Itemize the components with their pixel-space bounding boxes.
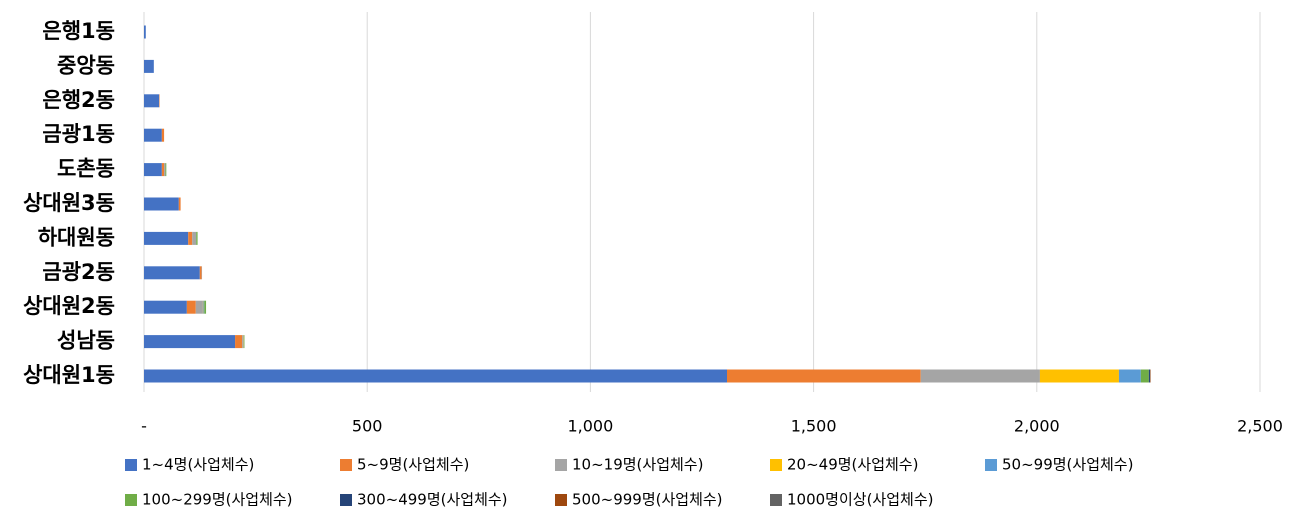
legend-label: 1000명이상(사업체수) — [787, 491, 933, 509]
bar-segment — [1119, 370, 1141, 383]
bar-segment — [144, 301, 187, 314]
legend-swatch — [770, 494, 782, 506]
legend-swatch — [125, 459, 137, 471]
legend-label: 10~19명(사업체수) — [572, 456, 703, 474]
bar-segment — [1149, 370, 1150, 383]
legend-label: 5~9명(사업체수) — [357, 456, 469, 474]
y-tick-label: 은행2동 — [42, 88, 115, 112]
bar-segment — [144, 163, 162, 176]
bar-segment — [196, 232, 197, 245]
legend-swatch — [555, 459, 567, 471]
y-tick-label: 도촌동 — [57, 157, 115, 181]
y-tick-label: 금광2동 — [42, 260, 115, 284]
bar-segment — [1040, 370, 1119, 383]
bar-segment — [188, 232, 192, 245]
y-tick-label: 상대원2동 — [23, 294, 115, 318]
bar-segment — [162, 163, 164, 176]
y-tick-label: 성남동 — [57, 329, 115, 353]
bar-segment — [144, 129, 162, 142]
x-tick-label: 1,500 — [791, 417, 837, 436]
legend-label: 20~49명(사업체수) — [787, 456, 918, 474]
bar-segment — [203, 301, 204, 314]
y-tick-label: 은행1동 — [42, 19, 115, 43]
bar-segment — [192, 232, 196, 245]
x-tick-label: 1,000 — [567, 417, 613, 436]
legend-swatch — [340, 459, 352, 471]
bar-segment — [179, 198, 181, 211]
x-tick-label: - — [141, 417, 147, 436]
bar-segment — [162, 129, 164, 142]
y-tick-label: 중앙동 — [57, 53, 115, 77]
x-tick-label: 2,500 — [1237, 417, 1283, 436]
bar-segment — [235, 335, 242, 348]
legend-label: 100~299명(사업체수) — [142, 491, 293, 509]
bar-segment — [144, 94, 159, 107]
legend-swatch — [340, 494, 352, 506]
y-tick-label: 상대원1동 — [23, 363, 115, 387]
bar-segment — [196, 301, 203, 314]
bar-segment — [144, 198, 179, 211]
legend-swatch — [125, 494, 137, 506]
y-tick-label: 하대원동 — [38, 225, 115, 249]
bar-segment — [187, 301, 196, 314]
legend-swatch — [770, 459, 782, 471]
legend-swatch — [555, 494, 567, 506]
bar-segment — [204, 301, 206, 314]
bar-segment — [144, 60, 154, 73]
bar-segment — [1141, 370, 1149, 383]
y-tick-label: 상대원3동 — [23, 191, 115, 215]
bar-segment — [144, 335, 235, 348]
bar-segment — [165, 163, 166, 176]
y-tick-label: 금광1동 — [42, 122, 115, 146]
bar-segment — [144, 266, 200, 279]
bar-segment — [144, 26, 146, 39]
bar-segment — [921, 370, 1040, 383]
bar-segment — [200, 266, 202, 279]
legend-label: 1~4명(사업체수) — [142, 456, 254, 474]
bar-segment — [727, 370, 921, 383]
bar-segment — [164, 163, 165, 176]
bar-segment — [144, 370, 727, 383]
legend-label: 50~99명(사업체수) — [1002, 456, 1133, 474]
x-tick-label: 2,000 — [1014, 417, 1060, 436]
legend-label: 500~999명(사업체수) — [572, 491, 723, 509]
legend-swatch — [985, 459, 997, 471]
legend-label: 300~499명(사업체수) — [357, 491, 508, 509]
bar-segment — [242, 335, 243, 348]
x-tick-label: 500 — [352, 417, 383, 436]
bar-segment — [144, 232, 188, 245]
